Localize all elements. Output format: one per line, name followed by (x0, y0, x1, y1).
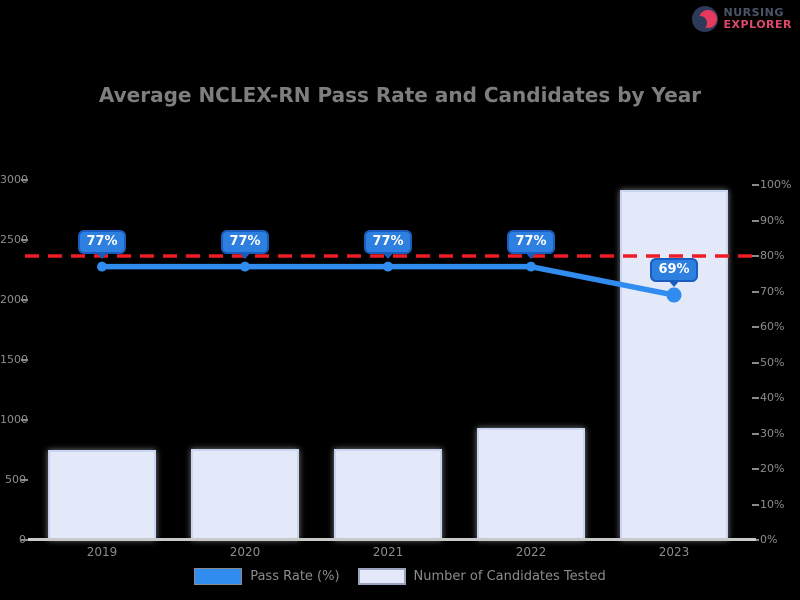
left-axis-tick-mark (21, 179, 28, 181)
legend: Pass Rate (%) Number of Candidates Teste… (0, 568, 800, 585)
logo-circle-icon (691, 6, 718, 32)
data-label-2020: 77% (221, 229, 269, 259)
left-axis-tick-mark (21, 299, 28, 301)
left-axis-tick-mark (21, 419, 28, 421)
right-axis-tick-label: 70% (760, 284, 785, 298)
x-axis-label-2020: 2020 (229, 545, 261, 559)
chart-title: Average NCLEX-RN Pass Rate and Candidate… (98, 83, 702, 107)
logo-line2: EXPLORER (723, 18, 792, 31)
data-label-tail (668, 280, 680, 288)
left-axis-tick-mark (21, 239, 28, 241)
right-axis-tick-label: 40% (760, 391, 785, 404)
right-axis-tick-label: 0% (760, 533, 778, 546)
data-label-tail (525, 251, 537, 259)
left-axis-tick-label: 1500 (0, 353, 28, 366)
data-label-2022: 77% (507, 229, 555, 259)
right-axis-tick-label: 30% (760, 426, 785, 440)
logo-line1: NURSING (723, 6, 784, 20)
line-point-2020[interactable] (240, 261, 250, 272)
bar-2020[interactable] (191, 448, 299, 540)
right-axis-tick-mark (752, 397, 759, 399)
legend-label-line: Pass Rate (%) (250, 569, 340, 584)
logo-pie-icon (692, 10, 717, 30)
right-axis-tick-label: 20% (760, 462, 785, 475)
right-axis-tick-label: 10% (760, 497, 785, 511)
data-label-2021: 77% (364, 229, 412, 259)
line-point-2022[interactable] (526, 261, 536, 272)
legend-item-line[interactable]: Pass Rate (%) (194, 568, 340, 585)
line-point-2023[interactable] (666, 287, 682, 303)
right-axis-tick-mark (752, 361, 759, 364)
x-axis-line (28, 538, 756, 541)
right-axis-tick-mark (752, 326, 759, 328)
x-axis-label-2022: 2022 (515, 545, 547, 559)
brand-logo: NURSING EXPLORER (691, 6, 792, 32)
right-axis-tick-label: 60% (760, 320, 785, 333)
right-axis-tick-label: 100% (760, 178, 792, 191)
right-axis-tick-mark (752, 255, 759, 257)
legend-swatch-bar (357, 568, 406, 585)
x-axis-label-2023: 2023 (658, 545, 690, 559)
legend-label-bar: Number of Candidates Tested (413, 569, 606, 584)
right-axis-tick-mark (752, 290, 759, 293)
right-axis-tick-mark (752, 468, 759, 470)
line-point-2021[interactable] (383, 261, 393, 272)
data-label-tail (239, 251, 251, 259)
left-axis-tick-label: 3000 (0, 173, 28, 186)
left-axis-tick-label: 2500 (0, 233, 28, 246)
left-axis-tick-label: 2000 (0, 293, 28, 306)
right-axis-tick-mark (752, 219, 759, 222)
bar-2019[interactable] (48, 450, 156, 540)
bar-2022[interactable] (477, 428, 585, 540)
bar-2021[interactable] (334, 448, 442, 540)
left-axis-tick-label: 1000 (0, 413, 28, 426)
data-label-2023: 69% (650, 258, 698, 288)
legend-item-bar[interactable]: Number of Candidates Tested (357, 568, 606, 585)
x-axis-label-2019: 2019 (86, 545, 118, 559)
left-axis-tick-mark (21, 359, 28, 361)
right-axis-tick-mark (752, 184, 759, 186)
right-axis-tick-mark (752, 432, 759, 435)
left-axis-tick-mark (21, 479, 28, 481)
right-axis-tick-label: 90% (760, 213, 785, 227)
line-point-2019[interactable] (97, 261, 107, 272)
data-label-tail (382, 251, 394, 259)
left-axis-tick-label: 500 (5, 473, 26, 486)
logo-text: NURSING EXPLORER (724, 7, 792, 30)
data-label-2019: 77% (78, 229, 126, 259)
right-axis-tick-mark (752, 503, 759, 506)
bar-2023[interactable] (620, 189, 728, 540)
data-label-tail (96, 251, 108, 259)
left-axis-tick-mark (21, 539, 28, 541)
legend-swatch-line (194, 568, 243, 585)
x-axis-label-2021: 2021 (372, 545, 404, 559)
right-axis-tick-label: 80% (760, 249, 785, 262)
right-axis-tick-label: 50% (760, 355, 785, 369)
